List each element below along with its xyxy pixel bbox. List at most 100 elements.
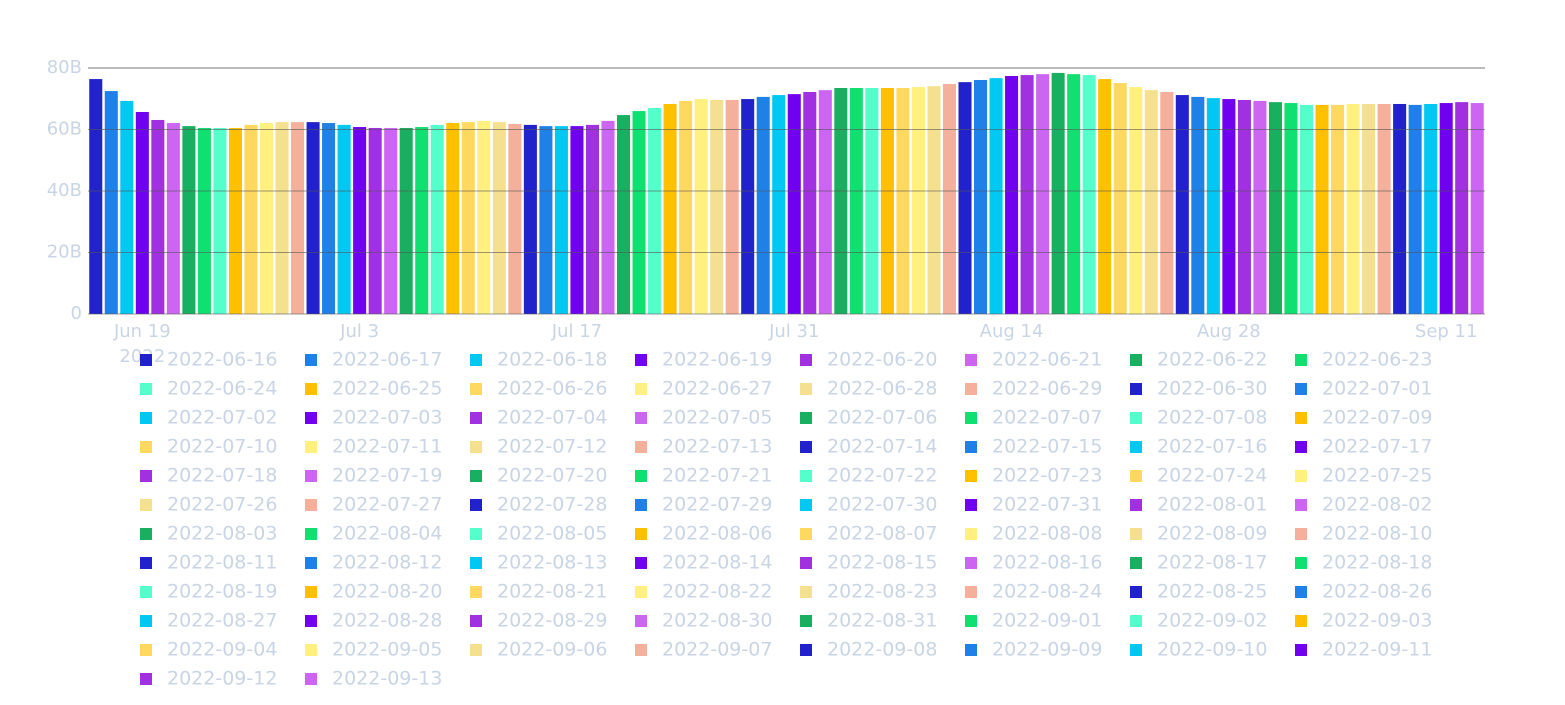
legend-swatch[interactable]	[305, 354, 317, 366]
legend-label[interactable]: 2022-09-09	[992, 639, 1102, 661]
legend-swatch[interactable]	[965, 528, 977, 540]
legend-label[interactable]: 2022-07-20	[497, 465, 607, 487]
legend-swatch[interactable]	[635, 354, 647, 366]
legend-label[interactable]: 2022-07-25	[1322, 465, 1432, 487]
legend-swatch[interactable]	[800, 470, 812, 482]
legend-label[interactable]: 2022-07-24	[1157, 465, 1267, 487]
legend-label[interactable]: 2022-08-31	[827, 610, 937, 632]
legend-swatch[interactable]	[1130, 383, 1142, 395]
legend-swatch[interactable]	[305, 470, 317, 482]
legend-swatch[interactable]	[800, 441, 812, 453]
legend-swatch[interactable]	[1130, 586, 1142, 598]
legend-label[interactable]: 2022-08-03	[167, 523, 277, 545]
legend-swatch[interactable]	[800, 615, 812, 627]
legend-swatch[interactable]	[635, 586, 647, 598]
legend-label[interactable]: 2022-08-28	[332, 610, 442, 632]
legend-swatch[interactable]	[470, 383, 482, 395]
legend-swatch[interactable]	[1130, 528, 1142, 540]
legend-swatch[interactable]	[1295, 470, 1307, 482]
legend-label[interactable]: 2022-07-17	[1322, 436, 1432, 458]
legend-swatch[interactable]	[800, 644, 812, 656]
legend-label[interactable]: 2022-07-05	[662, 407, 772, 429]
legend-label[interactable]: 2022-08-11	[167, 552, 277, 574]
legend-label[interactable]: 2022-09-13	[332, 668, 442, 690]
legend-swatch[interactable]	[635, 441, 647, 453]
legend-swatch[interactable]	[140, 354, 152, 366]
legend-label[interactable]: 2022-06-27	[662, 378, 772, 400]
legend-label[interactable]: 2022-08-10	[1322, 523, 1432, 545]
legend-label[interactable]: 2022-07-18	[167, 465, 277, 487]
legend-label[interactable]: 2022-07-23	[992, 465, 1102, 487]
legend-label[interactable]: 2022-08-05	[497, 523, 607, 545]
legend-swatch[interactable]	[140, 528, 152, 540]
legend-label[interactable]: 2022-08-04	[332, 523, 442, 545]
legend-swatch[interactable]	[635, 557, 647, 569]
legend-swatch[interactable]	[1130, 557, 1142, 569]
legend-swatch[interactable]	[800, 499, 812, 511]
legend-label[interactable]: 2022-06-18	[497, 349, 607, 371]
legend-label[interactable]: 2022-08-30	[662, 610, 772, 632]
legend-label[interactable]: 2022-06-20	[827, 349, 937, 371]
legend-label[interactable]: 2022-07-13	[662, 436, 772, 458]
legend-label[interactable]: 2022-08-29	[497, 610, 607, 632]
legend-label[interactable]: 2022-06-19	[662, 349, 772, 371]
legend-swatch[interactable]	[470, 557, 482, 569]
legend-label[interactable]: 2022-07-02	[167, 407, 277, 429]
legend-label[interactable]: 2022-08-07	[827, 523, 937, 545]
legend-label[interactable]: 2022-08-15	[827, 552, 937, 574]
legend-swatch[interactable]	[1295, 557, 1307, 569]
legend-swatch[interactable]	[1295, 615, 1307, 627]
legend-label[interactable]: 2022-07-08	[1157, 407, 1267, 429]
legend-swatch[interactable]	[965, 644, 977, 656]
legend-label[interactable]: 2022-08-25	[1157, 581, 1267, 603]
legend-label[interactable]: 2022-08-26	[1322, 581, 1432, 603]
legend-label[interactable]: 2022-07-06	[827, 407, 937, 429]
legend-swatch[interactable]	[965, 383, 977, 395]
legend-label[interactable]: 2022-09-07	[662, 639, 772, 661]
legend-swatch[interactable]	[1130, 615, 1142, 627]
legend-swatch[interactable]	[635, 412, 647, 424]
legend-swatch[interactable]	[800, 528, 812, 540]
legend-swatch[interactable]	[470, 499, 482, 511]
legend-label[interactable]: 2022-09-05	[332, 639, 442, 661]
legend-swatch[interactable]	[965, 615, 977, 627]
legend-swatch[interactable]	[965, 586, 977, 598]
legend-label[interactable]: 2022-07-19	[332, 465, 442, 487]
legend-label[interactable]: 2022-08-13	[497, 552, 607, 574]
legend-swatch[interactable]	[635, 470, 647, 482]
legend-swatch[interactable]	[965, 354, 977, 366]
legend-label[interactable]: 2022-08-27	[167, 610, 277, 632]
legend-swatch[interactable]	[140, 383, 152, 395]
legend-swatch[interactable]	[1295, 383, 1307, 395]
legend-label[interactable]: 2022-07-09	[1322, 407, 1432, 429]
legend-swatch[interactable]	[1130, 499, 1142, 511]
legend-swatch[interactable]	[305, 615, 317, 627]
legend-label[interactable]: 2022-08-24	[992, 581, 1102, 603]
legend-label[interactable]: 2022-07-10	[167, 436, 277, 458]
legend-label[interactable]: 2022-06-21	[992, 349, 1102, 371]
legend-swatch[interactable]	[1130, 354, 1142, 366]
legend-swatch[interactable]	[965, 557, 977, 569]
legend-swatch[interactable]	[635, 499, 647, 511]
legend-label[interactable]: 2022-09-06	[497, 639, 607, 661]
legend-label[interactable]: 2022-09-03	[1322, 610, 1432, 632]
legend-label[interactable]: 2022-08-09	[1157, 523, 1267, 545]
legend-swatch[interactable]	[140, 470, 152, 482]
legend-label[interactable]: 2022-07-30	[827, 494, 937, 516]
legend-swatch[interactable]	[800, 412, 812, 424]
legend-label[interactable]: 2022-07-16	[1157, 436, 1267, 458]
legend-swatch[interactable]	[470, 441, 482, 453]
legend-swatch[interactable]	[1295, 586, 1307, 598]
legend-swatch[interactable]	[800, 383, 812, 395]
legend-swatch[interactable]	[1130, 470, 1142, 482]
legend-label[interactable]: 2022-07-01	[1322, 378, 1432, 400]
legend-swatch[interactable]	[1295, 412, 1307, 424]
legend-swatch[interactable]	[140, 586, 152, 598]
legend-swatch[interactable]	[305, 499, 317, 511]
legend-swatch[interactable]	[305, 441, 317, 453]
legend-swatch[interactable]	[1295, 528, 1307, 540]
legend-label[interactable]: 2022-06-28	[827, 378, 937, 400]
legend-label[interactable]: 2022-06-17	[332, 349, 442, 371]
legend-swatch[interactable]	[470, 470, 482, 482]
legend-label[interactable]: 2022-09-01	[992, 610, 1102, 632]
